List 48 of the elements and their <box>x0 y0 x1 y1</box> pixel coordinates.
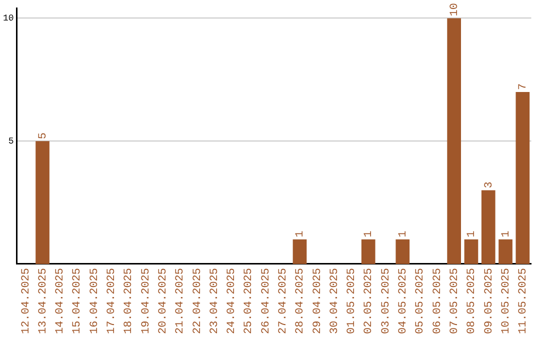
x-tick-label: 13.04.2025 <box>37 268 50 334</box>
x-tick-label: 15.04.2025 <box>72 268 84 334</box>
x-tick-label: 28.04.2025 <box>294 268 307 334</box>
x-tick-label: 08.05.2025 <box>466 268 478 334</box>
x-tick-label: 06.05.2025 <box>432 268 444 334</box>
x-tick-label: 26.04.2025 <box>260 268 272 334</box>
x-tick-label: 11.05.2025 <box>518 268 530 334</box>
data-label: 1 <box>398 230 410 238</box>
data-label: 1 <box>466 230 478 238</box>
data-label: 1 <box>363 230 376 238</box>
x-tick-label: 27.04.2025 <box>278 268 290 334</box>
data-label: 1 <box>500 230 512 238</box>
x-tick-label: 24.04.2025 <box>226 268 238 334</box>
x-tick-label: 29.04.2025 <box>312 268 324 334</box>
x-tick-label: 18.04.2025 <box>123 268 136 334</box>
bar <box>36 141 50 264</box>
data-label: 7 <box>518 83 530 90</box>
data-label: 1 <box>294 230 307 238</box>
x-tick-label: 20.04.2025 <box>157 268 170 334</box>
x-tick-label: 30.04.2025 <box>328 268 341 334</box>
bar <box>447 18 461 264</box>
x-tick-label: 03.05.2025 <box>380 268 392 334</box>
x-tick-label: 04.05.2025 <box>398 268 410 334</box>
x-tick-label: 23.04.2025 <box>208 268 221 334</box>
x-tick-label: 02.05.2025 <box>363 268 376 334</box>
x-tick-label: 17.04.2025 <box>106 268 118 334</box>
bar <box>292 239 307 264</box>
x-tick-label: 25.04.2025 <box>243 268 256 334</box>
bar <box>498 239 512 264</box>
x-tick-label: 12.04.2025 <box>20 268 32 334</box>
bar <box>396 239 410 264</box>
x-tick-label: 22.04.2025 <box>192 268 204 334</box>
data-label: 3 <box>483 182 496 188</box>
x-tick-label: 01.05.2025 <box>346 268 358 334</box>
bar <box>516 92 530 264</box>
x-tick-label: 16.04.2025 <box>88 268 101 334</box>
bar <box>464 239 478 264</box>
x-tick-label: 09.05.2025 <box>483 268 496 334</box>
x-tick-label: 19.04.2025 <box>140 268 152 334</box>
x-tick-label: 05.05.2025 <box>414 268 427 334</box>
x-tick-label: 10.05.2025 <box>500 268 512 334</box>
bar <box>481 190 496 264</box>
x-tick-label: 14.04.2025 <box>54 268 67 334</box>
data-label: 5 <box>37 132 50 140</box>
bar <box>361 239 376 264</box>
x-tick-label: 07.05.2025 <box>448 268 461 334</box>
data-label: 10 <box>448 3 461 16</box>
x-tick-label: 21.04.2025 <box>174 268 187 334</box>
